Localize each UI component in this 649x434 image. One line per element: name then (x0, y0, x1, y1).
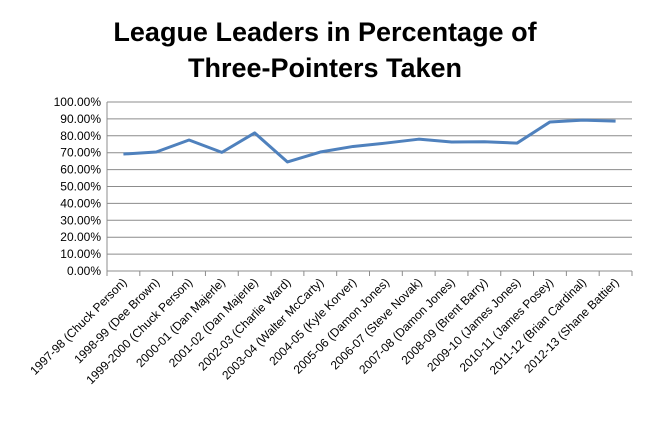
y-tick-label: 10.00% (60, 247, 101, 261)
y-tick-label: 0.00% (67, 264, 101, 278)
y-tick-label: 70.00% (60, 146, 101, 160)
y-tick-label: 60.00% (60, 163, 101, 177)
y-tick-label: 20.00% (60, 230, 101, 244)
y-tick-label: 80.00% (60, 129, 101, 143)
y-tick-label: 90.00% (60, 112, 101, 126)
data-line (123, 118, 616, 164)
y-tick-label: 100.00% (54, 95, 102, 109)
y-tick-label: 40.00% (60, 196, 101, 210)
y-tick-label: 30.00% (60, 213, 101, 227)
y-tick-label: 50.00% (60, 180, 101, 194)
chart-title: League Leaders in Percentage of Three-Po… (113, 17, 537, 83)
